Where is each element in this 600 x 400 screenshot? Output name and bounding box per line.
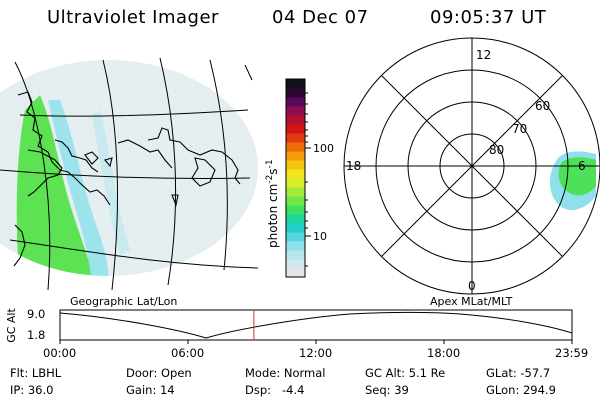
colorbar-cell [286, 124, 305, 134]
colorbar-cell [286, 178, 305, 188]
mlat-label-80: 80 [489, 143, 504, 157]
polar-panel-label: Apex MLat/MLT [430, 295, 513, 308]
mlt-label-0: 0 [468, 279, 476, 293]
info-glon: GLon: 294.9 [486, 383, 556, 397]
alt-xtick-12: 12:00 [299, 346, 333, 360]
info-gc-alt: GC Alt: 5.1 Re [365, 366, 446, 380]
mlt-label-18: 18 [346, 159, 361, 173]
colorbar-cell [286, 115, 305, 125]
polar-plot: 12 18 6 0 60 70 80 [343, 37, 600, 295]
colorbar-cell [286, 250, 305, 260]
colorbar-cell [286, 214, 305, 224]
colorbar-cell [286, 259, 305, 269]
mlat-label-60: 60 [535, 99, 550, 113]
colorbar-cell [286, 97, 305, 107]
info-mode: Mode: Normal [245, 366, 326, 380]
mlt-label-12: 12 [476, 48, 491, 62]
time-label: 09:05:37 UT [430, 7, 547, 28]
colorbar-cell [286, 223, 305, 233]
alt-xtick-2359: 23:59 [555, 346, 589, 360]
info-flt: Flt: LBHL [10, 366, 62, 380]
date-label: 04 Dec 07 [272, 7, 369, 28]
geographic-image [0, 57, 259, 291]
colorbar-cell [286, 142, 305, 152]
colorbar-unit-label: photon cm-2s-1 [265, 159, 280, 248]
info-ip: IP: 36.0 [10, 383, 54, 397]
alt-ylabel: GC Alt [4, 308, 18, 343]
colorbar-cell [286, 187, 305, 197]
colorbar-cell [286, 169, 305, 179]
alt-xtick-6: 06:00 [171, 346, 205, 360]
colorbar-cell [286, 79, 305, 89]
alt-ytick-9: 9.0 [27, 307, 46, 321]
colorbar-cell [286, 232, 305, 242]
colorbar-tick-10: 10 [313, 230, 327, 243]
info-gain: Gain: 14 [126, 383, 175, 397]
colorbar-cell [286, 160, 305, 170]
instrument-title: Ultraviolet Imager [47, 7, 219, 28]
info-door: Door: Open [126, 366, 192, 380]
info-seq: Seq: 39 [365, 383, 409, 397]
altitude-plot [59, 309, 573, 344]
colorbar-tick-100: 100 [313, 142, 334, 155]
mlat-label-70: 70 [512, 122, 527, 136]
colorbar-cell [286, 88, 305, 98]
colorbar: 100 10 photon cm-2s-1 [265, 78, 334, 278]
colorbar-cell [286, 241, 305, 251]
altitude-curve [59, 312, 573, 339]
colorbar-cell [286, 268, 305, 278]
colorbar-cell [286, 196, 305, 206]
colorbar-cell [286, 133, 305, 143]
alt-xtick-0: 00:00 [43, 346, 77, 360]
geo-panel-label: Geographic Lat/Lon [70, 295, 178, 308]
aurora-band [16, 95, 93, 276]
alt-ytick-1-8: 1.8 [27, 328, 46, 342]
colorbar-cell [286, 205, 305, 215]
colorbar-cell [286, 151, 305, 161]
mlt-label-6: 6 [578, 159, 586, 173]
alt-xtick-18: 18:00 [427, 346, 461, 360]
info-dsp: Dsp: -4.4 [245, 383, 305, 397]
colorbar-cell [286, 106, 305, 116]
info-glat: GLat: -57.7 [486, 366, 551, 380]
